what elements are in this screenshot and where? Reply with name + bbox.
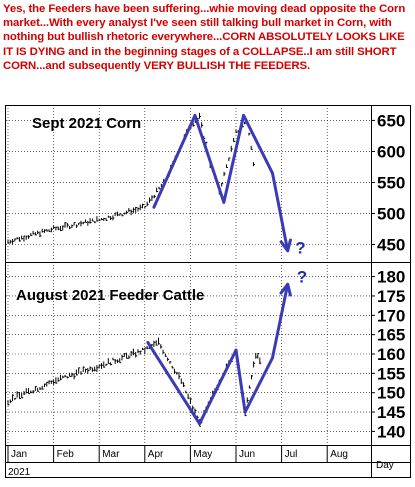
- cattle-arrowhead: [279, 282, 292, 297]
- x-tick-label: Apr: [148, 449, 164, 460]
- cattle-trendline: [234, 348, 247, 414]
- x-ticks: Jan Feb Mar Apr May Jun Jul Aug: [7, 445, 348, 462]
- corn-trendline: [222, 113, 246, 204]
- corn-y-tick-label: 550: [377, 173, 405, 192]
- chart-frame: [5, 105, 411, 478]
- cattle-grid: [6, 265, 371, 443]
- corn-price-bars: [7, 112, 255, 245]
- cattle-trendline: [146, 340, 202, 426]
- cattle-annotations: ?: [146, 268, 307, 426]
- cattle-price-bars: [7, 337, 262, 427]
- corn-panel-title: Sept 2021 Corn: [32, 115, 141, 132]
- corn-trendline: [242, 113, 274, 175]
- corn-y-ticks: 450 500 550 600 650: [371, 111, 405, 254]
- cattle-y-tick-label: 175: [377, 287, 405, 306]
- cattle-trendline: [198, 348, 238, 426]
- cattle-y-tick-label: 155: [377, 364, 405, 383]
- cattle-y-tick-label: 150: [377, 384, 405, 403]
- x-tick-label: Aug: [330, 449, 348, 460]
- cattle-projection-arrow: [270, 282, 290, 360]
- corn-grid: [6, 108, 371, 260]
- corn-projection-arrow: [270, 171, 290, 253]
- x-tick-label: Jun: [239, 449, 255, 460]
- headline-text: Yes, the Feeders have been suffering...w…: [3, 3, 406, 72]
- corn-arrowhead: [279, 238, 292, 253]
- x-tick-label: Feb: [57, 449, 75, 460]
- x-tick-label: Jul: [285, 449, 298, 460]
- x-tick-label: Mar: [102, 449, 120, 460]
- cattle-panel-title: August 2021 Feeder Cattle: [16, 287, 204, 304]
- x-tick-label: May: [193, 449, 212, 460]
- cattle-y-tick-label: 145: [377, 403, 405, 422]
- day-label: Day: [376, 460, 394, 471]
- cattle-question-mark: ?: [297, 268, 307, 287]
- corn-annotations: ?: [152, 113, 306, 258]
- corn-y-tick-label: 600: [377, 142, 405, 161]
- cattle-y-tick-label: 160: [377, 345, 405, 364]
- cattle-y-tick-label: 170: [377, 306, 405, 325]
- cattle-y-tick-label: 140: [377, 422, 405, 441]
- cattle-trendline: [243, 356, 274, 414]
- corn-y-tick-label: 650: [377, 111, 405, 130]
- corn-question-mark: ?: [295, 239, 305, 258]
- x-tick-label: Jan: [11, 449, 27, 460]
- cattle-y-tick-label: 180: [377, 268, 405, 287]
- corn-y-tick-label: 450: [377, 235, 405, 254]
- cattle-y-tick-label: 165: [377, 326, 405, 345]
- corn-y-tick-label: 500: [377, 204, 405, 223]
- corn-trendline: [152, 113, 197, 209]
- year-label: 2021: [8, 467, 31, 478]
- corn-trendline: [193, 113, 226, 204]
